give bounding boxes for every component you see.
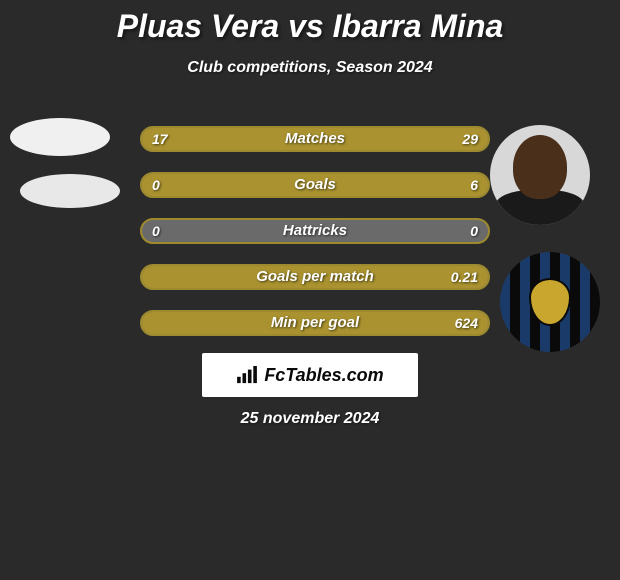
brand-badge: FcTables.com — [202, 353, 418, 397]
stat-value-right: 0 — [470, 220, 478, 242]
stat-value-right: 624 — [455, 312, 478, 334]
stat-label: Goals — [142, 174, 488, 196]
brand-text: FcTables.com — [264, 365, 383, 386]
page-title: Pluas Vera vs Ibarra Mina — [0, 0, 620, 45]
stat-row-min-per-goal: Min per goal 624 — [140, 310, 490, 336]
date-label: 25 november 2024 — [0, 410, 620, 428]
stat-row-hattricks: 0 Hattricks 0 — [140, 218, 490, 244]
stats-bars: 17 Matches 29 0 Goals 6 0 Hattricks 0 Go… — [140, 126, 490, 356]
player-left-avatar — [10, 118, 110, 156]
stat-row-goals-per-match: Goals per match 0.21 — [140, 264, 490, 290]
stat-value-right: 0.21 — [451, 266, 478, 288]
stat-label: Min per goal — [142, 312, 488, 334]
stat-label: Hattricks — [142, 220, 488, 242]
player-right-avatar — [490, 125, 590, 225]
stat-value-right: 6 — [470, 174, 478, 196]
stat-value-right: 29 — [462, 128, 478, 150]
stat-label: Goals per match — [142, 266, 488, 288]
team-left-logo — [20, 174, 120, 208]
stat-row-matches: 17 Matches 29 — [140, 126, 490, 152]
team-right-logo — [500, 252, 600, 352]
subtitle: Club competitions, Season 2024 — [0, 59, 620, 77]
chart-icon — [236, 366, 258, 384]
stat-label: Matches — [142, 128, 488, 150]
stat-row-goals: 0 Goals 6 — [140, 172, 490, 198]
